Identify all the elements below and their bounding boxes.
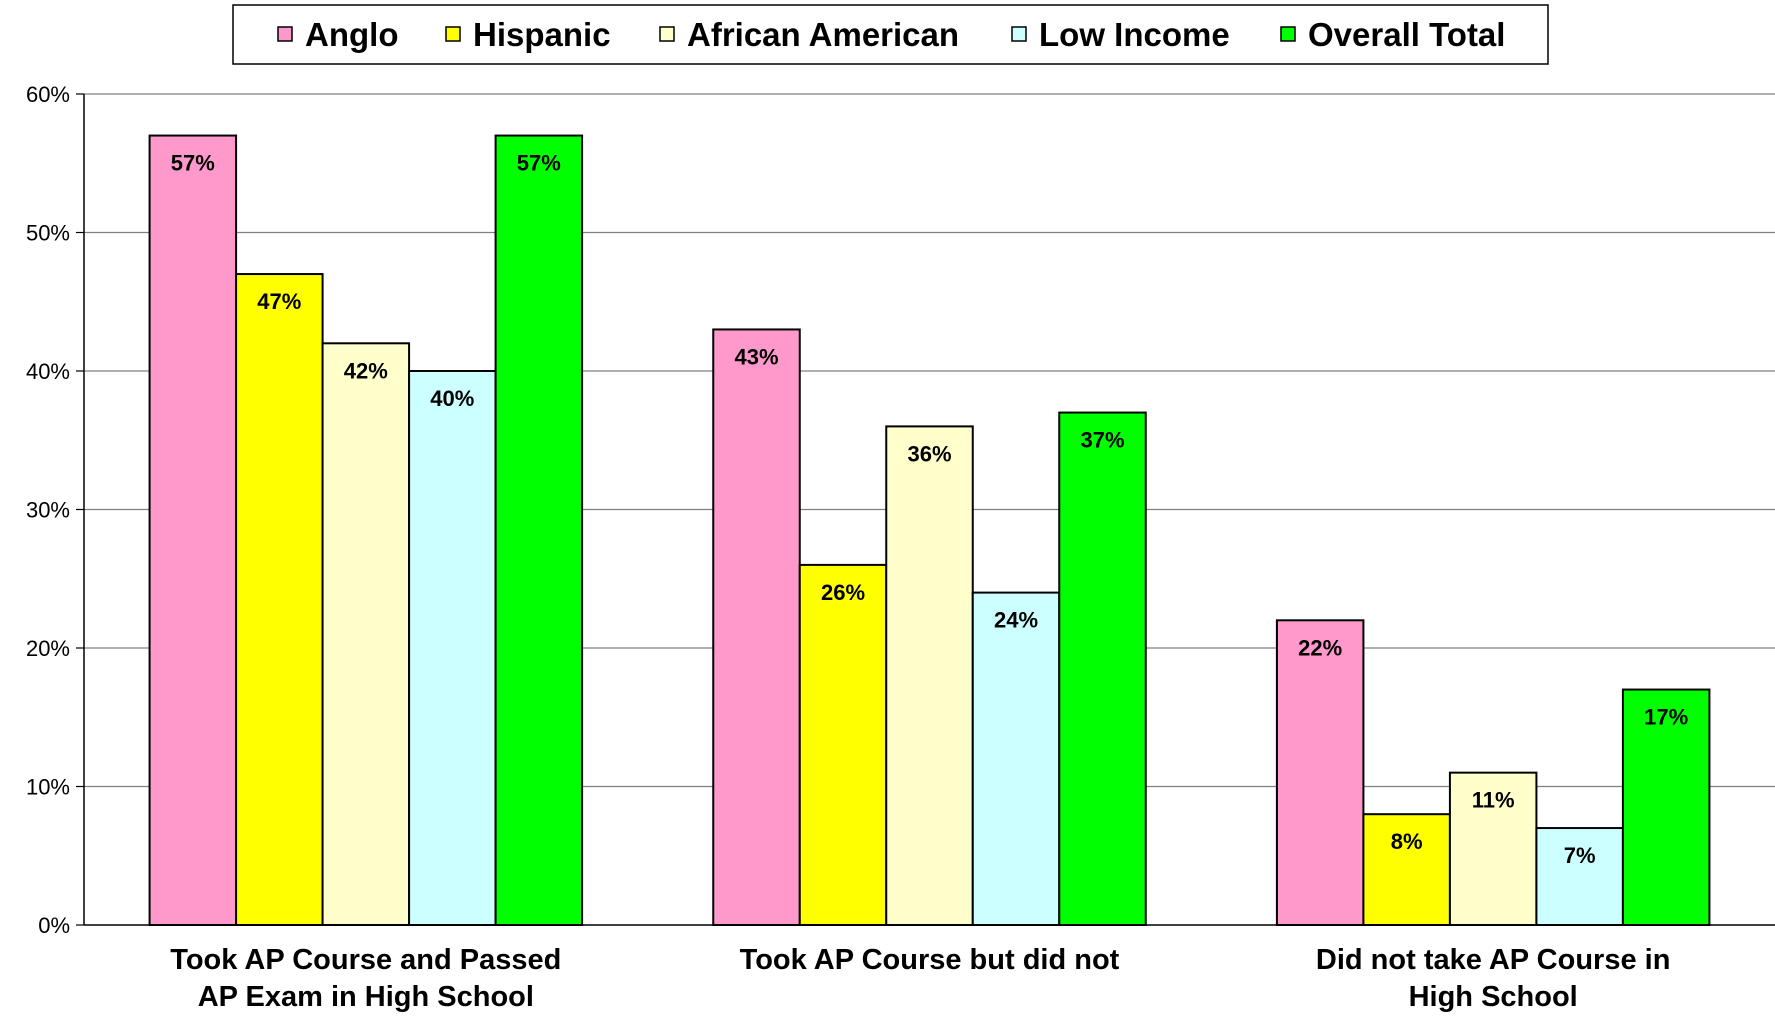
y-tick-label: 60%	[26, 82, 70, 107]
bars	[148, 134, 1711, 927]
data-label: 24%	[994, 608, 1038, 633]
legend-swatch	[659, 26, 675, 42]
bar	[712, 328, 801, 926]
data-label: 7%	[1564, 843, 1596, 868]
data-label: 47%	[257, 289, 301, 314]
bar	[1621, 688, 1711, 926]
y-tick-label: 0%	[38, 913, 70, 938]
y-tick-label: 20%	[26, 636, 70, 661]
category-label: High School	[1409, 981, 1578, 1013]
data-label: 57%	[171, 151, 215, 176]
legend-label: Low Income	[1039, 16, 1230, 53]
y-tick-label: 40%	[26, 359, 70, 384]
legend-swatch	[445, 26, 461, 42]
bar	[1535, 827, 1624, 926]
category-label: Did not take AP Course in	[1316, 944, 1671, 976]
y-tick-label: 30%	[26, 498, 70, 523]
data-label: 17%	[1644, 705, 1688, 730]
legend-swatch	[1011, 26, 1027, 42]
category-labels: Took AP Course and Passed AP Exam in High…	[170, 944, 1670, 1013]
legend-swatch	[277, 26, 293, 42]
bar	[1058, 411, 1147, 926]
data-label: 57%	[517, 151, 561, 176]
y-tick-label: 50%	[26, 221, 70, 246]
data-label: 8%	[1391, 829, 1423, 854]
bar	[321, 342, 411, 926]
y-tick-label: 10%	[26, 775, 70, 800]
category-label: Took AP Course and Passed	[170, 944, 561, 976]
data-label: 37%	[1080, 428, 1124, 453]
category-label: AP Exam in High School	[198, 981, 534, 1013]
data-label: 26%	[821, 580, 865, 605]
bar	[1275, 619, 1365, 926]
legend-label: Overall Total	[1308, 16, 1505, 53]
legend-label: African American	[687, 16, 959, 53]
legend-label: Anglo	[305, 16, 398, 53]
bar	[1448, 771, 1538, 927]
data-label: 43%	[734, 344, 778, 369]
category-label: Took AP Course but did not	[740, 944, 1120, 976]
bar	[408, 370, 497, 926]
bar	[148, 134, 238, 927]
bar	[1362, 813, 1451, 927]
bar	[885, 425, 974, 926]
bar	[235, 273, 324, 926]
bar	[798, 563, 888, 927]
data-label: 22%	[1298, 635, 1342, 660]
data-label: 42%	[344, 358, 388, 383]
legend: Anglo Hispanic African American Low Income O…	[232, 4, 1549, 65]
data-label: 36%	[907, 441, 951, 466]
data-label: 11%	[1472, 788, 1515, 813]
data-label: 40%	[430, 386, 474, 411]
bar	[494, 134, 584, 927]
legend-label: Hispanic	[473, 16, 611, 53]
legend-swatch	[1280, 26, 1296, 42]
data-labels: 57% 47% 42% 40% 57% 43% 26% 36% 24% 37% 22% 8% 11% 7%…	[171, 151, 1688, 868]
bar	[971, 591, 1061, 926]
